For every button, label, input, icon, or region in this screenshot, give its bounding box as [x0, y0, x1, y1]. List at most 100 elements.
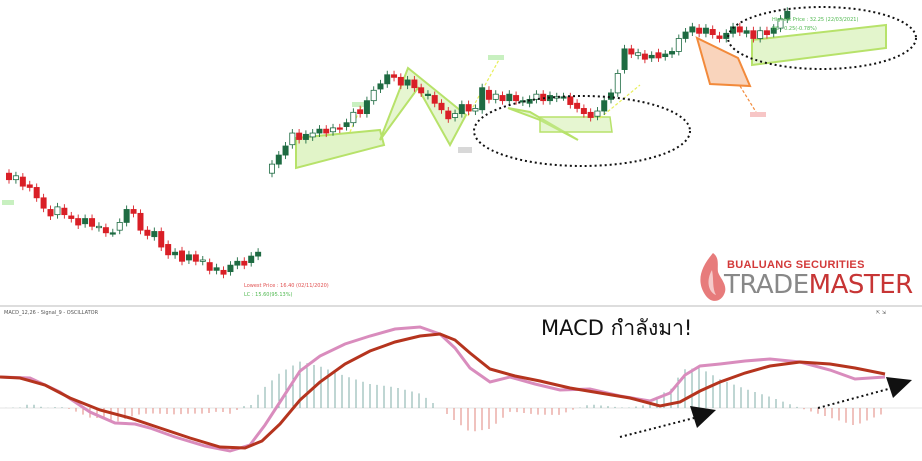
- pattern-range-1: [507, 107, 579, 141]
- candle: [234, 260, 241, 266]
- candle: [689, 26, 696, 33]
- macd-histogram: [5, 361, 882, 432]
- candle: [391, 74, 398, 78]
- flame-icon-inner: [708, 270, 716, 295]
- candle: [594, 110, 601, 117]
- candle: [438, 102, 445, 111]
- candle: [445, 110, 452, 120]
- arrow-1: [619, 406, 716, 438]
- candle: [75, 218, 82, 226]
- candle: [533, 93, 540, 100]
- candle: [499, 95, 506, 102]
- candle: [709, 29, 716, 36]
- pattern-flag-1: [379, 66, 468, 148]
- candle: [648, 54, 655, 59]
- candle: [151, 231, 158, 238]
- candle: [220, 269, 227, 275]
- candle: [472, 108, 479, 112]
- candle: [377, 83, 384, 90]
- candle: [95, 225, 102, 229]
- arrow-1-shaft: [619, 417, 695, 438]
- candle: [185, 254, 192, 261]
- candle: [682, 31, 689, 39]
- candle: [33, 187, 40, 199]
- candle: [452, 113, 459, 118]
- candle: [82, 218, 89, 225]
- logo-main-text: TRADEMASTER: [723, 270, 913, 300]
- highlight-ellipse-top: [727, 6, 917, 70]
- candle: [763, 30, 770, 36]
- candle: [506, 93, 513, 102]
- candle: [465, 104, 472, 112]
- candle: [513, 95, 520, 102]
- pattern-label-4: [750, 112, 766, 117]
- candle: [635, 52, 642, 56]
- logo-brand-text: BUALUANG SECURITIES: [727, 259, 865, 271]
- arrow-2: [817, 377, 912, 409]
- candle: [601, 100, 608, 112]
- candle: [158, 231, 165, 248]
- candle: [296, 132, 303, 140]
- pattern-triangle-1: [295, 128, 386, 170]
- pattern-label-5: [458, 147, 472, 153]
- candle: [743, 30, 750, 34]
- candle: [458, 104, 465, 115]
- pattern-label-1: [488, 55, 504, 60]
- candle: [736, 26, 743, 33]
- candle: [316, 128, 323, 134]
- candle: [289, 132, 296, 146]
- candle: [47, 209, 54, 217]
- candle: [323, 128, 330, 134]
- candle: [213, 267, 220, 271]
- tradermaster-logo: BUALUANG SECURITIES TRADEMASTER: [700, 253, 914, 301]
- candle: [102, 227, 109, 234]
- candle: [662, 53, 669, 58]
- pattern-overlays: [2, 23, 887, 205]
- lowest-price-label: Lowest Price : 16.40 (02/11/2020): [244, 283, 329, 289]
- candle: [343, 122, 350, 127]
- candle: [418, 87, 425, 94]
- macd-annotation-text: MACD กำลังมา!: [541, 316, 692, 340]
- candle: [282, 145, 289, 156]
- candle: [519, 100, 526, 103]
- candle: [357, 109, 364, 115]
- candle: [309, 132, 316, 138]
- candle: [302, 133, 309, 140]
- candle: [40, 197, 47, 209]
- candle: [777, 18, 784, 29]
- candle: [492, 93, 499, 100]
- candle: [370, 89, 377, 102]
- candle: [350, 111, 357, 124]
- pattern-dash-3: [599, 84, 641, 119]
- macd-panel-header: MACD_12,26 - Signal_9 - OSCILLATOR: [4, 310, 99, 316]
- candle: [178, 250, 185, 262]
- candle: [411, 79, 418, 89]
- candle: [574, 102, 581, 109]
- candle: [255, 251, 262, 257]
- candle: [330, 127, 337, 133]
- signal-line: [0, 332, 886, 450]
- candle: [116, 222, 123, 231]
- candle: [485, 89, 492, 100]
- lowest-change-label: LC : 15.60(95.13%): [244, 292, 292, 298]
- panel-window-controls[interactable]: ⇱ ⇲: [876, 310, 887, 316]
- candle: [137, 212, 144, 231]
- candle: [192, 254, 199, 262]
- candle: [567, 96, 574, 105]
- pattern-box-1: [539, 116, 613, 133]
- candle: [655, 52, 662, 59]
- candle: [669, 51, 676, 55]
- candle: [404, 79, 411, 86]
- candle: [675, 38, 682, 52]
- macd-line: [0, 325, 886, 453]
- pattern-dash-4: [739, 85, 757, 113]
- pattern-orange-1: [695, 36, 752, 88]
- candle: [248, 255, 255, 263]
- candle: [770, 27, 777, 34]
- candle: [26, 184, 33, 188]
- candle: [199, 259, 206, 262]
- highlight-ellipse-middle: [473, 95, 691, 167]
- candle: [397, 76, 404, 86]
- candle: [61, 207, 68, 216]
- arrow-2-shaft: [817, 387, 893, 409]
